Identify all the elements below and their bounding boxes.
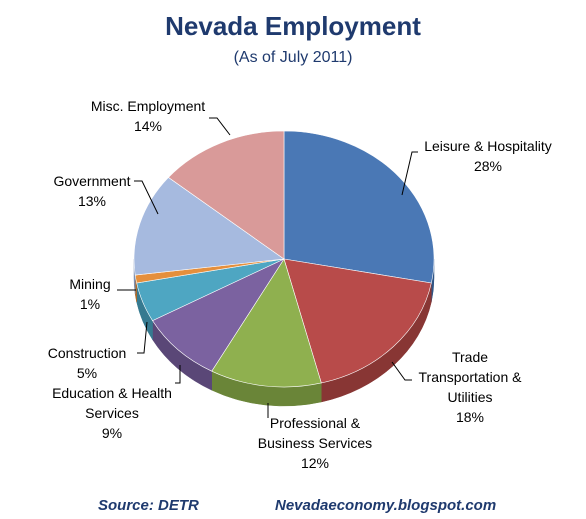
leader-line-construction (137, 321, 148, 354)
leader-line-education-and-health-services (175, 365, 181, 384)
slice-name-line: Leisure & Hospitality (424, 138, 552, 154)
pie-slice-trade-transportation-and-utilities (283, 258, 432, 384)
pie-slice-leisure-and-hospitality (283, 130, 435, 284)
slice-value-label: 28% (474, 158, 502, 174)
slice-name-line: Trade (452, 349, 488, 365)
slice-value-label: 5% (77, 365, 97, 381)
slice-label-trade-transportation-and-utilities: Trade Transportation & Utilities 18% (419, 349, 523, 425)
slice-value-label: 9% (102, 425, 122, 441)
slice-label-leisure-and-hospitality: Leisure & Hospitality 28% (424, 138, 552, 174)
slice-value-label: 1% (80, 296, 100, 312)
slice-label-professional-and-business-services: Professional & Business Services 12% (258, 415, 372, 471)
pie-slices (133, 130, 435, 388)
slice-label-misc-employment: Misc. Employment 14% (91, 98, 205, 134)
pie-slice-professional-and-business-services (211, 258, 322, 388)
slice-label-construction: Construction 5% (48, 345, 127, 381)
slice-name-line: Education & Health (52, 385, 172, 401)
source-note: Source: DETR (98, 497, 199, 514)
leader-line-leisure-and-hospitality (401, 151, 418, 196)
pie-slice-misc-employment (167, 130, 285, 260)
slice-value-label: 12% (301, 455, 329, 471)
slice-name-line: Transportation & (419, 369, 523, 385)
slice-name-line: Utilities (447, 389, 492, 405)
slice-label-government: Government 13% (53, 173, 130, 209)
slice-label-mining: Mining 1% (69, 276, 110, 312)
leader-lines (117, 117, 418, 418)
slice-value-label: 13% (78, 193, 106, 209)
slice-name-line: Services (85, 405, 139, 421)
pie-slice-government (133, 177, 285, 276)
slice-label-education-and-health-services: Education & Health Services 9% (52, 385, 172, 441)
leader-line-trade-transportation-and-utilities (391, 361, 412, 381)
slice-name-line: Mining (69, 276, 110, 292)
slice-name-line: Business Services (258, 435, 372, 451)
slice-labels: Leisure & Hospitality 28% Trade Transportat… (48, 98, 552, 471)
slice-value-label: 18% (456, 409, 484, 425)
slice-name-line: Professional & (270, 415, 361, 431)
slice-name-line: Government (53, 173, 130, 189)
slice-name-line: Construction (48, 345, 127, 361)
chart-title: Nevada Employment (165, 11, 421, 41)
pie-slice-education-and-health-services (152, 258, 285, 372)
chart-subtitle: (As of July 2011) (234, 49, 353, 66)
leader-line-government (134, 180, 159, 215)
site-note: Nevadaeconomy.blogspot.com (275, 497, 496, 514)
slice-name-line: Misc. Employment (91, 98, 205, 114)
slice-value-label: 14% (134, 118, 162, 134)
leader-line-misc-employment (209, 117, 231, 136)
